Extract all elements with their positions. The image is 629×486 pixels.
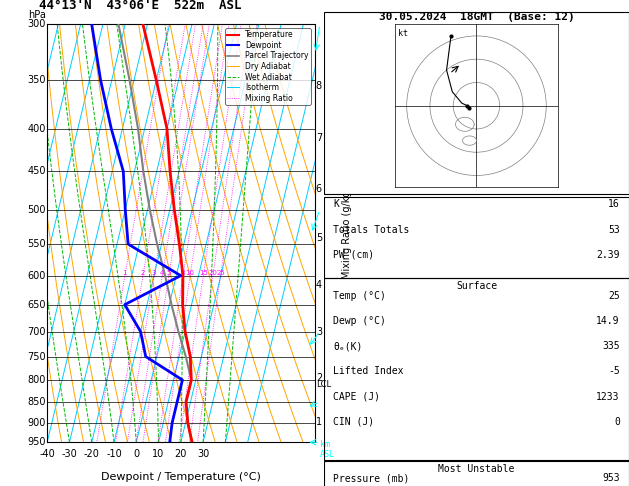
Text: -5: -5	[608, 366, 620, 377]
Text: 14.9: 14.9	[596, 316, 620, 326]
Text: 8: 8	[316, 82, 322, 91]
Text: 900: 900	[28, 417, 46, 428]
Text: 10: 10	[152, 449, 165, 458]
Bar	[324, 12, 629, 194]
Text: LCL: LCL	[316, 380, 331, 389]
Text: 25: 25	[608, 291, 620, 301]
Text: 30.05.2024  18GMT  (Base: 12): 30.05.2024 18GMT (Base: 12)	[379, 12, 574, 22]
Text: 20: 20	[208, 270, 217, 276]
Text: Surface: Surface	[456, 281, 497, 291]
Text: Mixing Ratio (g/kg): Mixing Ratio (g/kg)	[342, 187, 352, 279]
Text: -30: -30	[62, 449, 77, 458]
Text: 7: 7	[316, 133, 322, 143]
Legend: Temperature, Dewpoint, Parcel Trajectory, Dry Adiabat, Wet Adiabat, Isotherm, Mi: Temperature, Dewpoint, Parcel Trajectory…	[225, 28, 311, 105]
Text: 650: 650	[27, 300, 46, 310]
Text: 30: 30	[197, 449, 209, 458]
Text: 15: 15	[199, 270, 208, 276]
Text: Dewpoint / Temperature (°C): Dewpoint / Temperature (°C)	[101, 471, 261, 482]
Text: Dewp (°C): Dewp (°C)	[333, 316, 386, 326]
Bar	[324, 278, 629, 460]
Text: 5: 5	[167, 270, 171, 276]
Text: 800: 800	[28, 375, 46, 385]
Text: 4: 4	[160, 270, 165, 276]
Text: K: K	[333, 199, 339, 209]
Text: 8: 8	[181, 270, 186, 276]
Text: 335: 335	[602, 341, 620, 351]
Text: PW (cm): PW (cm)	[333, 250, 374, 260]
Text: CAPE (J): CAPE (J)	[333, 392, 380, 402]
Text: 850: 850	[27, 397, 46, 407]
Text: kt: kt	[398, 29, 408, 38]
Text: 2: 2	[316, 373, 322, 382]
Text: 350: 350	[27, 75, 46, 85]
Text: 950: 950	[27, 437, 46, 447]
Text: 16: 16	[608, 199, 620, 209]
Text: 500: 500	[27, 205, 46, 214]
Text: -20: -20	[84, 449, 99, 458]
Text: 4: 4	[316, 280, 322, 291]
Text: Lifted Index: Lifted Index	[333, 366, 404, 377]
Text: 600: 600	[28, 271, 46, 280]
Text: 0: 0	[614, 417, 620, 427]
Text: 10: 10	[186, 270, 194, 276]
Text: Most Unstable: Most Unstable	[438, 464, 515, 474]
Bar	[324, 197, 629, 278]
Text: 2.39: 2.39	[596, 250, 620, 260]
Text: 6: 6	[316, 184, 322, 193]
Text: 1: 1	[123, 270, 127, 276]
Text: 53: 53	[608, 225, 620, 235]
Text: 300: 300	[28, 19, 46, 29]
Text: 3: 3	[152, 270, 157, 276]
Text: 25: 25	[216, 270, 225, 276]
Text: -10: -10	[106, 449, 122, 458]
Text: -40: -40	[39, 449, 55, 458]
Text: 550: 550	[27, 239, 46, 249]
Text: 953: 953	[602, 473, 620, 484]
Text: 20: 20	[175, 449, 187, 458]
Text: 1233: 1233	[596, 392, 620, 402]
Text: 3: 3	[316, 327, 322, 337]
Text: Totals Totals: Totals Totals	[333, 225, 409, 235]
Text: 0: 0	[133, 449, 140, 458]
Text: CIN (J): CIN (J)	[333, 417, 374, 427]
Text: 400: 400	[28, 123, 46, 134]
Text: 5: 5	[316, 233, 322, 243]
Text: 44°13'N  43°06'E  522m  ASL: 44°13'N 43°06'E 522m ASL	[40, 0, 242, 12]
Text: θₑ(K): θₑ(K)	[333, 341, 362, 351]
Text: 700: 700	[27, 327, 46, 336]
Text: Pressure (mb): Pressure (mb)	[333, 473, 409, 484]
Text: km
ASL: km ASL	[320, 440, 335, 459]
Text: 450: 450	[27, 166, 46, 176]
Text: 2: 2	[141, 270, 145, 276]
Text: 1: 1	[316, 417, 322, 427]
Bar	[324, 461, 629, 486]
Text: Temp (°C): Temp (°C)	[333, 291, 386, 301]
Text: hPa: hPa	[28, 10, 47, 20]
Text: 750: 750	[27, 351, 46, 362]
